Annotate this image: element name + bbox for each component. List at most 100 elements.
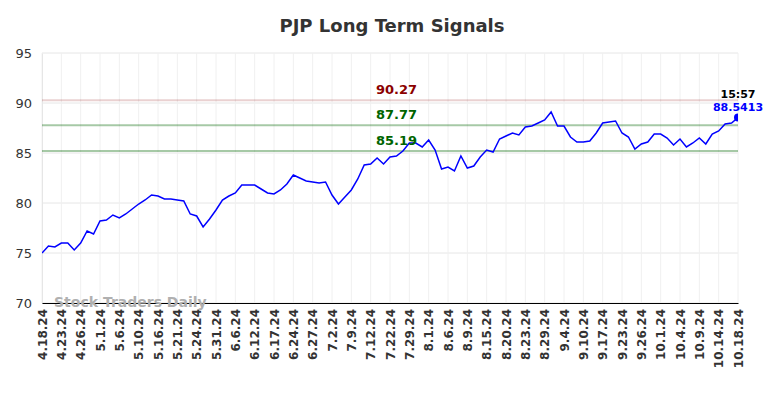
grid-line-x xyxy=(544,53,545,303)
y-tick: 70 xyxy=(15,296,42,311)
x-tick: 9.26.24 xyxy=(635,303,649,360)
x-tick-label: 10.14.24 xyxy=(712,309,726,368)
y-tick: 90 xyxy=(15,96,42,111)
x-tick: 8.6.24 xyxy=(442,303,456,352)
x-tick: 8.20.24 xyxy=(500,303,514,360)
x-tick-label: 5.24.24 xyxy=(190,309,204,360)
x-tick-label: 7.9.24 xyxy=(345,309,359,352)
grid-line-x xyxy=(254,53,255,303)
x-tick: 6.17.24 xyxy=(268,303,282,360)
x-tick: 9.17.24 xyxy=(596,303,610,360)
x-tick-label: 7.29.24 xyxy=(403,309,417,360)
x-tick: 4.23.24 xyxy=(55,303,69,360)
y-tick: 75 xyxy=(15,246,42,261)
x-tick: 10.14.24 xyxy=(712,303,726,368)
grid-line-x xyxy=(370,53,371,303)
reference-label: 90.27 xyxy=(376,82,417,97)
grid-line-x xyxy=(699,53,700,303)
grid-line-x xyxy=(467,53,468,303)
grid-line-x xyxy=(196,53,197,303)
x-tick: 9.4.24 xyxy=(558,303,572,352)
y-axis: 70 75 80 85 90 95 xyxy=(15,46,42,311)
x-tick-label: 5.10.24 xyxy=(132,309,146,360)
x-tick-label: 4.18.24 xyxy=(36,309,50,360)
x-tick: 5.6.24 xyxy=(113,303,127,352)
x-tick-label: 10.9.24 xyxy=(693,309,707,360)
x-tick-label: 10.1.24 xyxy=(654,309,668,360)
x-tick: 7.29.24 xyxy=(403,303,417,360)
grid-line-x xyxy=(61,53,62,303)
x-tick: 10.9.24 xyxy=(693,303,707,360)
y-tick-label: 90 xyxy=(15,96,32,111)
y-axis-line xyxy=(42,54,43,304)
x-tick: 7.9.24 xyxy=(345,303,359,352)
y-tick: 80 xyxy=(15,196,42,211)
x-tick-label: 8.1.24 xyxy=(422,309,436,352)
chart: PJP Long Term Signals7075808590954.18.24… xyxy=(0,0,784,398)
x-tick: 7.2.24 xyxy=(326,303,340,352)
x-tick: 8.9.24 xyxy=(461,303,475,352)
x-tick: 6.27.24 xyxy=(306,303,320,360)
y-tick-label: 75 xyxy=(15,246,32,261)
x-tick: 4.18.24 xyxy=(36,303,50,360)
grid-line-x xyxy=(448,53,449,303)
x-tick: 5.16.24 xyxy=(152,303,166,360)
y-tick-label: 80 xyxy=(15,196,32,211)
x-tick: 5.10.24 xyxy=(132,303,146,360)
grid-line-x xyxy=(660,53,661,303)
x-tick-label: 5.16.24 xyxy=(152,309,166,360)
x-tick-label: 6.12.24 xyxy=(248,309,262,360)
x-tick: 5.24.24 xyxy=(190,303,204,360)
x-tick-label: 5.31.24 xyxy=(210,309,224,360)
x-tick: 7.12.24 xyxy=(364,303,378,360)
x-tick: 9.10.24 xyxy=(577,303,591,360)
grid-line-x xyxy=(100,53,101,303)
grid-line-x xyxy=(718,53,719,303)
plot-area xyxy=(42,100,738,253)
reference-line xyxy=(42,150,738,152)
reference-label: 87.77 xyxy=(376,107,417,122)
x-tick: 6.12.24 xyxy=(248,303,262,360)
x-axis: 4.18.244.23.244.26.245.1.245.6.245.10.24… xyxy=(36,303,746,368)
grid-line-x xyxy=(564,53,565,303)
x-tick: 5.21.24 xyxy=(171,303,185,360)
x-tick-label: 9.26.24 xyxy=(635,309,649,360)
grid-line-x xyxy=(525,53,526,303)
x-tick-label: 8.9.24 xyxy=(461,309,475,352)
x-tick-label: 6.17.24 xyxy=(268,309,282,360)
grid-line-x xyxy=(293,53,294,303)
x-tick: 10.1.24 xyxy=(654,303,668,360)
x-tick: 8.1.24 xyxy=(422,303,436,352)
x-tick: 4.26.24 xyxy=(74,303,88,360)
x-tick-label: 8.15.24 xyxy=(480,309,494,360)
x-tick-label: 7.22.24 xyxy=(384,309,398,360)
x-tick-label: 8.23.24 xyxy=(519,309,533,360)
x-tick-label: 6.27.24 xyxy=(306,309,320,360)
y-tick: 95 xyxy=(15,46,42,61)
y-tick-label: 85 xyxy=(15,146,32,161)
time-label: 15:57 xyxy=(720,88,755,101)
grid-line-x xyxy=(235,53,236,303)
x-tick-label: 10.4.24 xyxy=(674,309,688,360)
grid-line-x xyxy=(80,53,81,303)
y-tick-label: 70 xyxy=(15,296,32,311)
reference-label: 85.19 xyxy=(376,133,417,148)
x-tick: 6.6.24 xyxy=(229,303,243,352)
x-tick-label: 5.6.24 xyxy=(113,309,127,352)
x-tick: 8.23.24 xyxy=(519,303,533,360)
grid-line-x xyxy=(506,53,507,303)
grid xyxy=(42,53,738,303)
grid-line-x xyxy=(158,53,159,303)
x-tick-label: 9.4.24 xyxy=(558,309,572,352)
x-tick-label: 9.23.24 xyxy=(616,309,630,360)
x-tick-label: 6.24.24 xyxy=(287,309,301,360)
x-tick-label: 7.2.24 xyxy=(326,309,340,352)
grid-line-x xyxy=(680,53,681,303)
x-tick-label: 4.26.24 xyxy=(74,309,88,360)
x-tick: 9.23.24 xyxy=(616,303,630,360)
reference-line xyxy=(42,99,738,101)
grid-line-x xyxy=(274,53,275,303)
x-tick-label: 9.17.24 xyxy=(596,309,610,360)
x-tick-label: 4.23.24 xyxy=(55,309,69,360)
watermark: Stock Traders Daily xyxy=(54,294,207,310)
